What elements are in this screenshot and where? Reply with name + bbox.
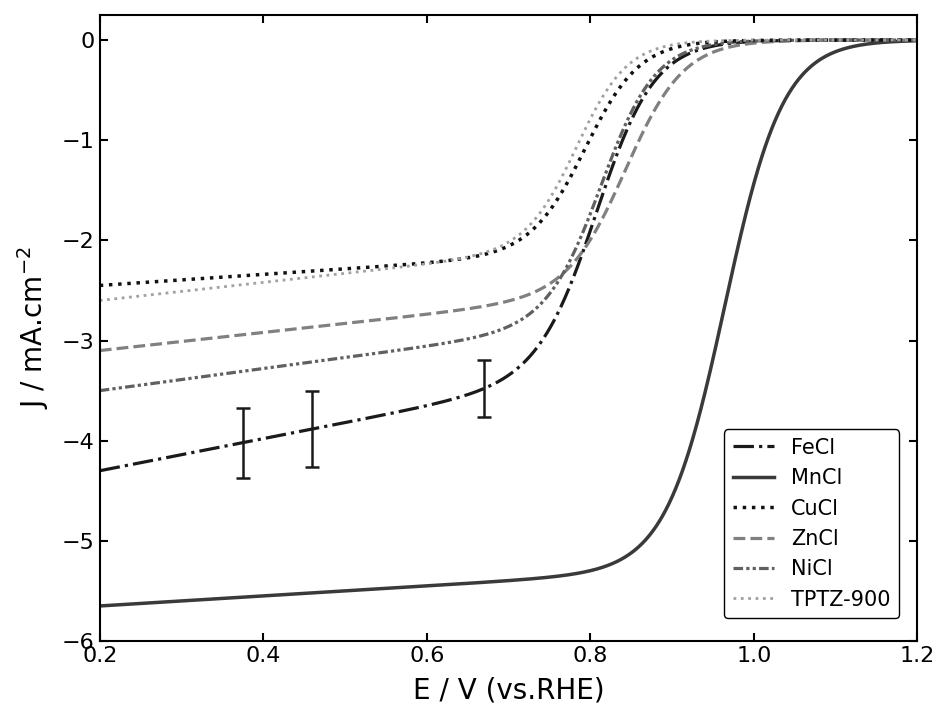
ZnCl [431,309,443,318]
TPTZ-900 [180,287,191,295]
Line: FeCl: FeCl [100,40,934,471]
Line: CuCl: CuCl [100,40,934,285]
CuCl [759,36,770,45]
CuCl [745,36,756,45]
CuCl [94,281,105,289]
Line: TPTZ-900: TPTZ-900 [100,40,934,300]
FeCl [759,37,770,45]
FeCl [180,450,191,459]
Legend: FeCl, MnCl, CuCl, ZnCl, NiCl, TPTZ-900: FeCl, MnCl, CuCl, ZnCl, NiCl, TPTZ-900 [724,429,899,618]
FeCl [431,399,443,408]
ZnCl [462,305,473,313]
NiCl [94,387,105,395]
TPTZ-900 [431,258,443,266]
CuCl [928,36,940,45]
FeCl [745,37,756,46]
TPTZ-900 [667,40,678,49]
TPTZ-900 [462,253,473,261]
ZnCl [667,79,678,88]
CuCl [431,258,443,266]
MnCl [180,596,191,605]
NiCl [431,340,443,348]
NiCl [928,36,940,45]
ZnCl [94,346,105,355]
FeCl [667,59,678,68]
NiCl [462,335,473,343]
TPTZ-900 [759,36,770,45]
MnCl [928,36,940,45]
X-axis label: E / V (vs.RHE): E / V (vs.RHE) [412,677,604,705]
TPTZ-900 [94,296,105,305]
TPTZ-900 [745,36,756,45]
Line: MnCl: MnCl [100,40,934,606]
CuCl [667,44,678,53]
FeCl [462,390,473,399]
CuCl [462,253,473,262]
ZnCl [745,39,756,48]
ZnCl [759,38,770,47]
Y-axis label: J / mA.cm$^{-2}$: J / mA.cm$^{-2}$ [15,247,51,410]
FeCl [928,36,940,45]
MnCl [94,602,105,611]
Line: NiCl: NiCl [100,40,934,391]
MnCl [462,579,473,588]
MnCl [759,143,770,151]
ZnCl [928,36,940,45]
NiCl [745,37,756,45]
CuCl [180,275,191,284]
NiCl [667,55,678,64]
ZnCl [180,337,191,346]
Line: ZnCl: ZnCl [100,40,934,351]
FeCl [94,467,105,475]
NiCl [759,37,770,45]
NiCl [180,375,191,384]
MnCl [431,581,443,590]
TPTZ-900 [928,36,940,45]
MnCl [667,492,678,500]
MnCl [745,193,756,202]
